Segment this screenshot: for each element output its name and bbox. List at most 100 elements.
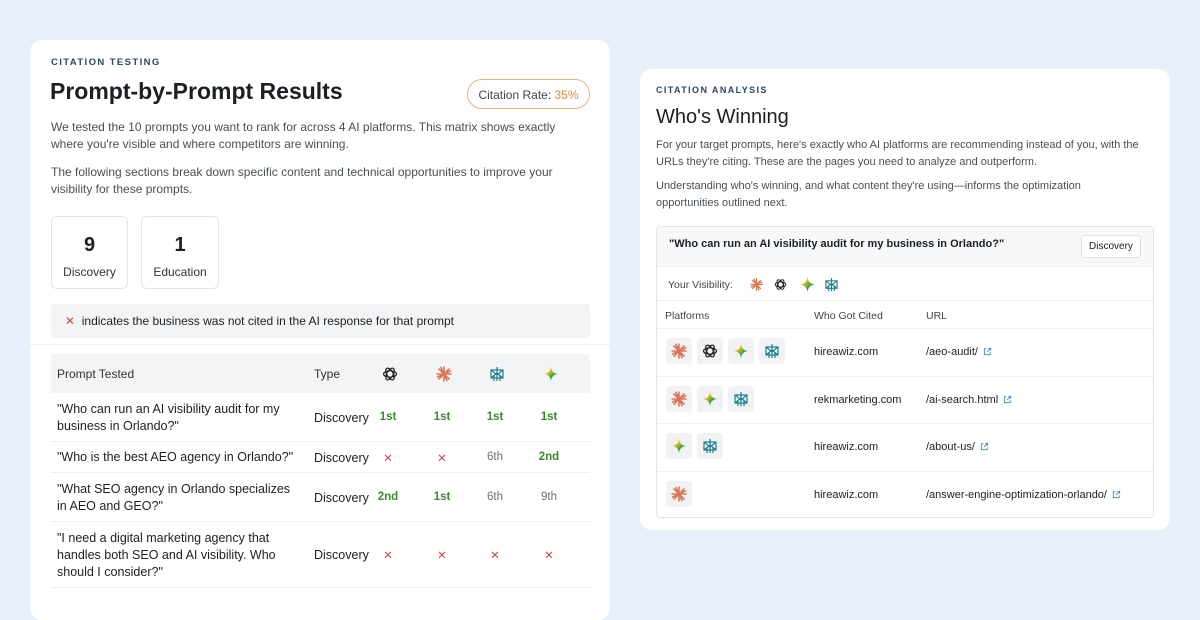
rank-cell: 6th <box>487 490 503 503</box>
url-text[interactable]: /aeo-audit/ <box>926 346 978 358</box>
prompt-type: Discovery <box>314 490 369 505</box>
note-text: indicates the business was not cited in … <box>81 314 454 328</box>
stat-box: 1 Education <box>141 216 219 289</box>
cited-url[interactable]: /answer-engine-optimization-orlando/ <box>926 489 1121 501</box>
gemini-icon <box>733 343 749 359</box>
cited-domain: hireawiz.com <box>814 441 879 453</box>
stat-label: Discovery <box>63 265 116 279</box>
ext-icon <box>1112 490 1121 499</box>
gemini-icon <box>702 391 718 407</box>
column-header: Prompt Tested <box>57 367 135 381</box>
claude-icon <box>671 343 687 359</box>
perplexity-icon <box>764 343 780 359</box>
not-cited-icon: ✕ <box>65 314 76 328</box>
rank-cell: 1st <box>486 410 504 423</box>
prompt-text: "What SEO agency in Orlando specializes … <box>57 481 291 513</box>
prompt-type: Discovery <box>314 450 369 465</box>
table-row: "I need a digital marketing agency that … <box>51 522 590 588</box>
claude-icon <box>436 366 452 382</box>
column-header: Who Got Cited <box>814 310 883 322</box>
table-row: "Who is the best AEO agency in Orlando?"… <box>51 442 590 473</box>
stat-value: 9 <box>83 234 96 256</box>
url-text[interactable]: /ai-search.html <box>926 393 999 406</box>
rank-cell: ✕ <box>490 550 500 562</box>
rank-cell: 2nd <box>538 450 560 463</box>
type-badge: Discovery <box>1081 235 1141 258</box>
rank-cell: 1st <box>379 410 397 423</box>
paragraph: The following sections break down specif… <box>51 165 553 196</box>
openai-icon <box>382 366 398 382</box>
prompt-text: "I need a digital marketing agency that … <box>57 530 276 579</box>
visibility-row: Your Visibility: <box>657 266 1153 300</box>
card-title: Who's Winning <box>656 106 789 128</box>
rank-cell: 1st <box>433 490 451 503</box>
ext-icon <box>983 347 992 356</box>
results-card: CITATION TESTING Prompt-by-Prompt Result… <box>30 40 610 620</box>
openai-icon <box>774 278 787 291</box>
perplexity-icon <box>489 366 505 382</box>
url-text[interactable]: /answer-engine-optimization-orlando/ <box>926 488 1107 501</box>
card-title: Prompt-by-Prompt Results <box>50 78 343 104</box>
icon-box <box>666 433 692 459</box>
platform-icons <box>666 433 728 459</box>
claude-icon <box>671 391 687 407</box>
openai-icon <box>702 343 718 359</box>
platform-icons <box>666 338 790 364</box>
citation-rate-pill: Citation Rate: 35% <box>467 79 590 109</box>
icon-box <box>697 433 723 459</box>
paragraph: For your target prompts, here's exactly … <box>656 139 1139 168</box>
cited-domain: hireawiz.com <box>814 346 879 358</box>
cited-url[interactable]: /aeo-audit/ <box>926 346 992 358</box>
visibility-label: Your Visibility: <box>668 279 733 291</box>
cited-row: hireawiz.com/about-us/ <box>657 423 1153 470</box>
cited-row: hireawiz.com/aeo-audit/ <box>657 328 1153 375</box>
stat-value: 1 <box>174 234 186 256</box>
icon-box <box>697 385 723 412</box>
page: CITATION TESTING Prompt-by-Prompt Result… <box>30 40 1170 620</box>
url-text[interactable]: /about-us/ <box>926 441 975 453</box>
icon-box <box>728 338 754 364</box>
rate-label: Citation Rate: <box>478 88 552 102</box>
icon-box <box>666 338 692 364</box>
claude-icon <box>671 486 687 502</box>
prompt-text: "Who can run an AI visibility audit for … <box>57 401 280 433</box>
perplexity-icon <box>733 391 749 407</box>
cited-domain: rekmarketing.com <box>814 393 902 406</box>
claude-icon <box>750 278 763 291</box>
paragraph: Understanding who's winning, and what co… <box>656 180 1081 209</box>
icon-box <box>697 338 723 364</box>
stat-box: 9 Discovery <box>51 216 128 289</box>
rank-cell: 1st <box>433 410 451 423</box>
platform-icons <box>666 385 759 412</box>
icon-box <box>759 338 785 364</box>
gemini-icon <box>671 438 687 454</box>
winning-card: CITATION ANALYSIS Who's Winning For your… <box>640 69 1170 530</box>
column-header: Platforms <box>665 310 710 322</box>
table-row: "Who can run an AI visibility audit for … <box>51 393 590 442</box>
icon-box <box>666 480 692 507</box>
query-text: "Who can run an AI visibility audit for … <box>669 238 1005 250</box>
cited-row: hireawiz.com/answer-engine-optimization-… <box>657 470 1153 518</box>
gemini-icon <box>543 366 559 382</box>
cited-url[interactable]: /about-us/ <box>926 441 989 453</box>
icon-box <box>728 385 754 412</box>
gemini-icon <box>799 276 816 293</box>
rank-cell: ✕ <box>383 452 393 465</box>
cited-table-header: Platforms Who Got Cited URL <box>657 300 1153 328</box>
platform-icons <box>666 480 697 507</box>
rank-cell: 9th <box>541 490 557 503</box>
divider <box>30 344 610 345</box>
table-row: "What SEO agency in Orlando specializes … <box>51 473 590 522</box>
perplexity-icon <box>824 277 839 292</box>
rate-value: 35% <box>554 88 579 102</box>
rank-cell: ✕ <box>544 550 554 562</box>
stat-label: Education <box>153 265 207 279</box>
column-header: Type <box>314 367 341 381</box>
perplexity-icon <box>702 438 718 454</box>
cited-url[interactable]: /ai-search.html <box>926 394 1012 406</box>
ext-icon <box>980 442 989 451</box>
rank-cell: 6th <box>487 450 503 463</box>
prompt-text: "Who is the best AEO agency in Orlando?" <box>57 450 294 464</box>
prompt-type: Discovery <box>314 410 369 425</box>
rank-cell: 2nd <box>377 490 399 503</box>
